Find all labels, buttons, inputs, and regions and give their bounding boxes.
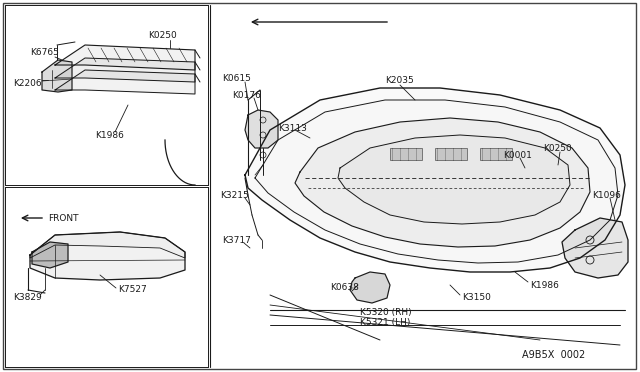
Text: K5321 (LH): K5321 (LH) <box>360 317 410 327</box>
Polygon shape <box>338 135 570 224</box>
Text: FRONT: FRONT <box>48 214 79 222</box>
Text: K1986: K1986 <box>530 280 559 289</box>
Polygon shape <box>55 58 195 82</box>
Polygon shape <box>30 232 185 280</box>
Text: K3717: K3717 <box>222 235 251 244</box>
Text: K7527: K7527 <box>118 285 147 295</box>
Polygon shape <box>562 218 628 278</box>
Text: K3113: K3113 <box>278 124 307 132</box>
Bar <box>480 148 512 160</box>
Text: K0250: K0250 <box>148 31 177 39</box>
Bar <box>390 148 422 160</box>
Text: K2035: K2035 <box>385 76 413 84</box>
Text: K6765: K6765 <box>30 48 59 57</box>
Polygon shape <box>295 118 590 247</box>
Polygon shape <box>255 100 618 263</box>
Polygon shape <box>245 88 625 272</box>
Polygon shape <box>30 232 185 258</box>
Polygon shape <box>245 110 278 148</box>
Polygon shape <box>42 60 72 92</box>
Text: K5320 (RH): K5320 (RH) <box>360 308 412 317</box>
Text: K0638: K0638 <box>330 283 359 292</box>
Polygon shape <box>32 242 68 268</box>
Text: K0176: K0176 <box>232 90 261 99</box>
Text: K3829: K3829 <box>13 294 42 302</box>
Polygon shape <box>350 272 390 303</box>
Text: K1096: K1096 <box>592 190 621 199</box>
Text: K3150: K3150 <box>462 294 491 302</box>
Text: K0250: K0250 <box>543 144 572 153</box>
Text: K2206: K2206 <box>13 78 42 87</box>
Text: K0001: K0001 <box>503 151 532 160</box>
Text: K1986: K1986 <box>95 131 124 140</box>
Polygon shape <box>55 45 195 70</box>
Bar <box>435 148 467 160</box>
Polygon shape <box>55 70 195 94</box>
Text: A9B5X  0002: A9B5X 0002 <box>522 350 585 360</box>
Text: K3215: K3215 <box>220 190 249 199</box>
Text: K0615: K0615 <box>222 74 251 83</box>
